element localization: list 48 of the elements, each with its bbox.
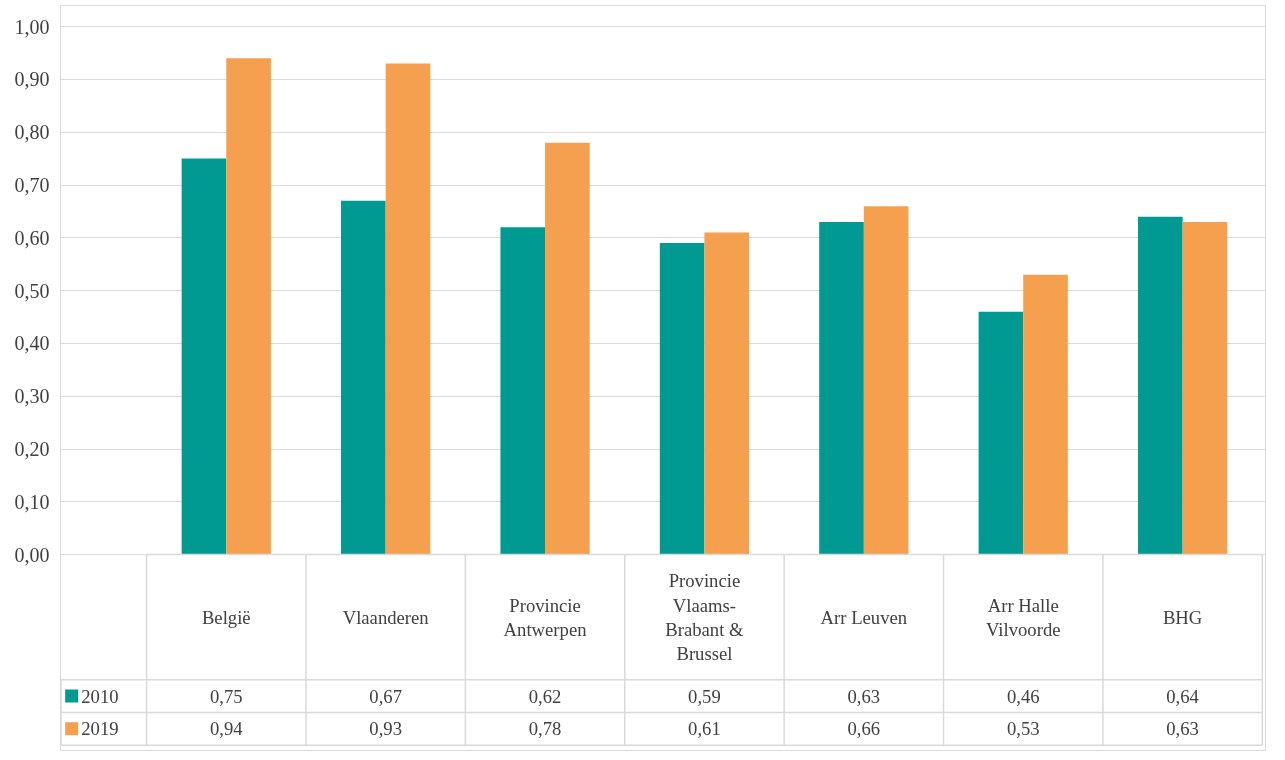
- data-label: 0,78: [528, 718, 562, 740]
- y-tick-label: 1,00: [14, 15, 50, 38]
- data-label: 0,59: [688, 685, 721, 707]
- bar: [1137, 216, 1183, 555]
- legend-label: 2019: [81, 718, 119, 740]
- data-label: 0,63: [1166, 718, 1199, 740]
- data-label: 0,67: [369, 685, 402, 707]
- data-label: 0,62: [528, 685, 562, 707]
- bar: [500, 227, 546, 555]
- bar: [863, 206, 909, 555]
- data-label: 0,64: [1166, 685, 1200, 707]
- x-tick-label: BHG: [1162, 606, 1203, 628]
- y-tick-label: 0,20: [14, 438, 50, 461]
- y-tick-label: 0,50: [14, 279, 50, 302]
- y-tick-label: 0,80: [14, 121, 50, 144]
- y-tick-label: 0,10: [14, 490, 50, 513]
- x-tick-label: Vlaanderen: [342, 606, 430, 628]
- x-tick-label: Provincie Vlaams-Brabant & Brussel: [665, 570, 745, 664]
- y-tick-label: 0,00: [14, 543, 50, 566]
- bar: [341, 200, 386, 555]
- bar: [545, 142, 590, 555]
- x-tick-label: Arr Leuven: [820, 606, 908, 628]
- y-tick-label: 0,30: [14, 385, 50, 408]
- data-label: 0,53: [1006, 718, 1040, 740]
- bar: [978, 311, 1024, 555]
- data-label: 0,66: [847, 718, 881, 740]
- bar: [1182, 221, 1228, 555]
- legend-label: 2010: [81, 685, 119, 707]
- x-tick-label: België: [201, 606, 251, 628]
- data-label: 0,94: [209, 718, 244, 740]
- data-label: 0,61: [688, 718, 721, 740]
- bar: [1023, 274, 1068, 555]
- y-tick-label: 0,90: [14, 68, 50, 91]
- data-label: 0,46: [1006, 685, 1040, 707]
- y-tick-label: 0,60: [14, 226, 50, 249]
- data-label: 0,93: [369, 718, 402, 740]
- data-label: 0,75: [209, 685, 243, 707]
- y-tick-label: 0,70: [14, 174, 50, 197]
- bar: [226, 58, 271, 555]
- bar: [385, 63, 431, 555]
- x-tick-label: Arr Halle Vilvoorde: [985, 594, 1061, 640]
- data-label: 0,63: [847, 685, 881, 707]
- bar: [704, 232, 750, 555]
- y-tick-label: 0,40: [14, 332, 50, 355]
- bar: [659, 243, 705, 555]
- bar: [819, 221, 864, 555]
- x-tick-label: Provincie Antwerpen: [503, 594, 588, 640]
- bar: [181, 158, 227, 555]
